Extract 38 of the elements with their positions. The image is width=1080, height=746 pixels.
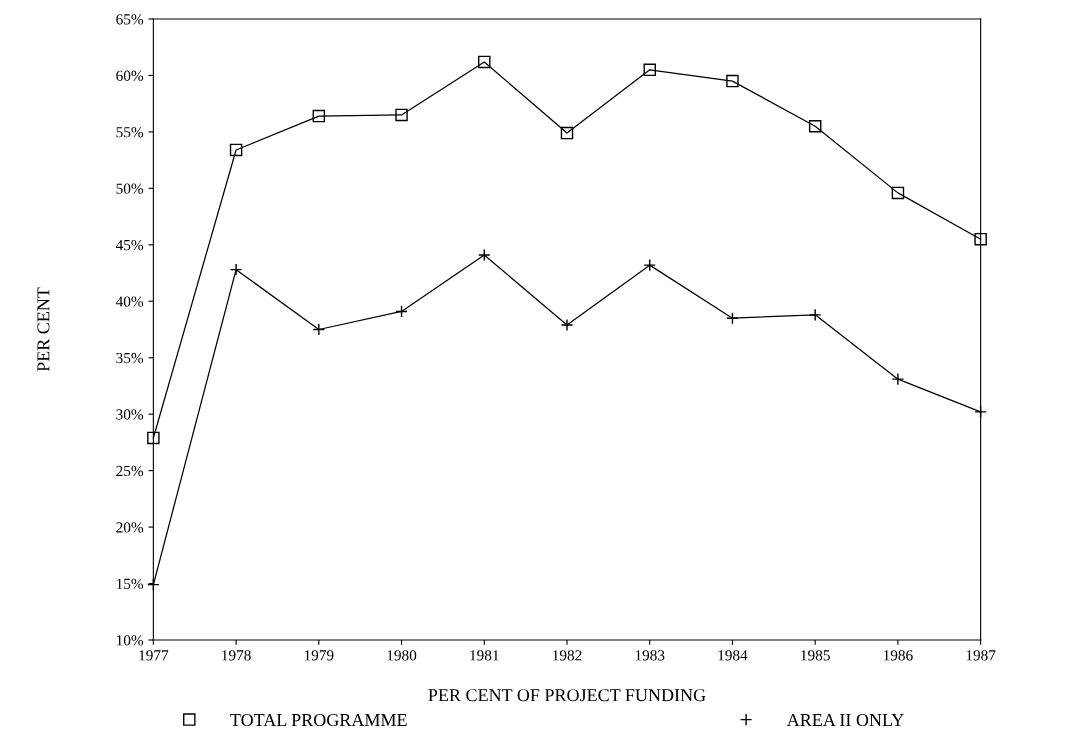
y-tick-label: 50% — [116, 183, 144, 194]
x-tick-label: 1987 — [966, 650, 996, 661]
y-tick-label: 25% — [116, 465, 144, 477]
x-tick-label: 1986 — [883, 650, 913, 661]
point — [891, 186, 905, 200]
x-tick-label: 1984 — [718, 650, 748, 661]
point — [808, 120, 822, 133]
legend-label: AREA II ONLY — [786, 713, 904, 727]
x-tick-label: 1977 — [139, 650, 169, 661]
y-tick-label: 10% — [116, 635, 144, 646]
y-tick-label: 15% — [116, 578, 144, 590]
x-axis-title: PER CENT OF PROJECT FUNDING — [428, 689, 706, 702]
y-tick-label: 35% — [116, 352, 144, 364]
point — [312, 109, 326, 123]
point — [395, 108, 408, 122]
x-tick-label: 1981 — [470, 650, 499, 661]
y-tick-label: 45% — [115, 239, 144, 251]
x-tick-label: 1980 — [387, 650, 417, 661]
point — [147, 431, 160, 445]
point — [229, 143, 243, 157]
x-tick-label: 1978 — [222, 650, 251, 661]
y-tick-label: 20% — [116, 522, 144, 533]
y-tick-label: 60% — [116, 70, 144, 81]
point — [974, 232, 987, 246]
point — [726, 74, 739, 88]
y-tick-label: 40% — [115, 296, 144, 307]
y-tick-label: 65% — [116, 14, 144, 25]
x-tick-label: 1985 — [801, 650, 830, 661]
point — [643, 63, 656, 77]
y-axis-title: PER CENT — [37, 287, 50, 372]
point — [560, 126, 574, 140]
y-tick-label: 30% — [116, 409, 144, 420]
y-tick-label: 55% — [116, 127, 144, 138]
legend-label: TOTAL PROGRAMME — [230, 713, 407, 727]
x-tick-label: 1982 — [553, 650, 582, 661]
point — [478, 55, 491, 69]
x-tick-label: 1983 — [635, 650, 665, 661]
x-tick-label: 1979 — [304, 650, 334, 661]
